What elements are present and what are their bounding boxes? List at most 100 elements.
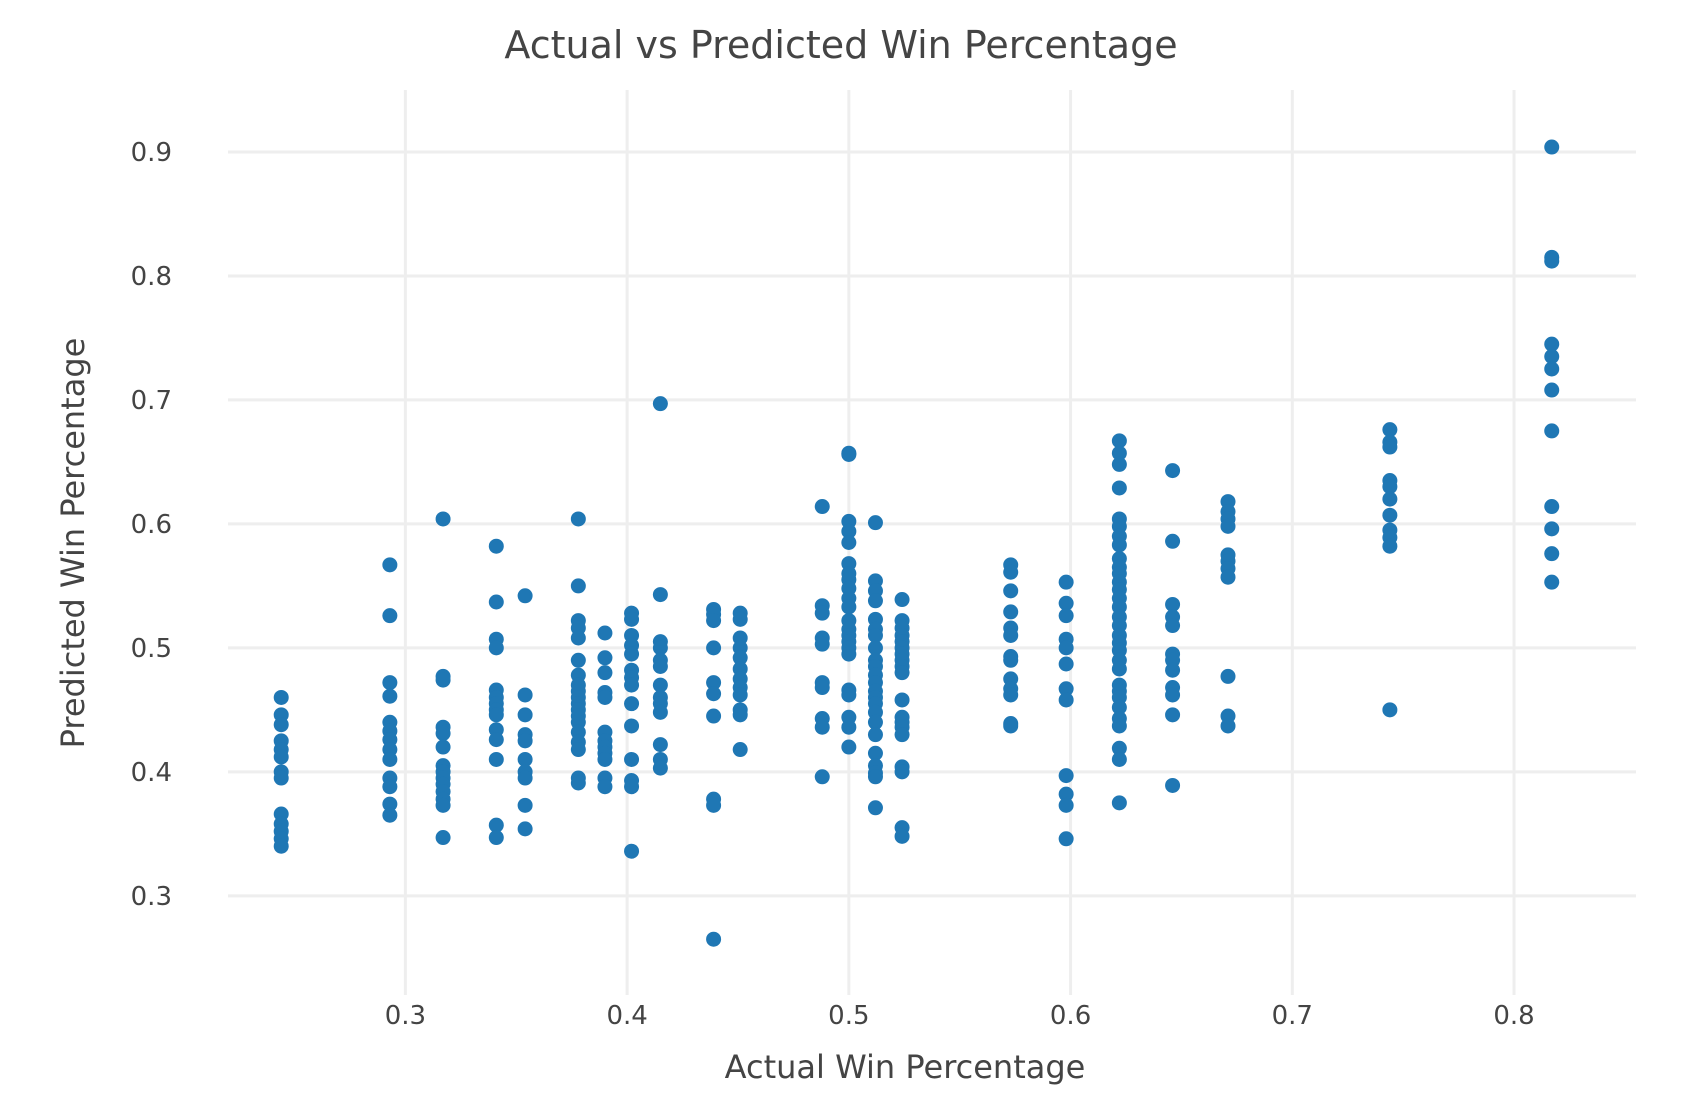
data-points	[273, 139, 1560, 947]
data-point	[1058, 595, 1074, 611]
data-point	[1165, 463, 1181, 479]
data-point	[517, 733, 533, 749]
data-point	[1111, 795, 1127, 811]
data-point	[706, 613, 722, 629]
y-tick-label: 0.4	[131, 758, 172, 788]
data-point	[597, 751, 613, 767]
data-point	[624, 696, 640, 712]
data-point	[1165, 596, 1181, 612]
data-point	[1058, 656, 1074, 672]
data-point	[652, 737, 668, 753]
data-point	[382, 675, 398, 691]
data-point	[867, 727, 883, 743]
x-tick-label: 0.7	[1272, 1001, 1313, 1031]
data-point	[488, 707, 504, 723]
data-point	[1382, 479, 1398, 495]
data-point	[732, 742, 748, 758]
data-point	[867, 640, 883, 656]
data-point	[570, 630, 586, 646]
data-point	[732, 611, 748, 627]
data-point	[894, 764, 910, 780]
data-point	[867, 769, 883, 785]
data-point	[814, 719, 830, 735]
data-point	[1220, 718, 1236, 734]
data-point	[841, 739, 857, 755]
data-point	[435, 797, 451, 813]
data-point	[597, 625, 613, 641]
data-point	[706, 797, 722, 813]
data-point	[570, 511, 586, 527]
data-point	[1111, 445, 1127, 461]
data-point	[1003, 604, 1019, 620]
data-point	[517, 770, 533, 786]
data-point	[867, 714, 883, 730]
data-point	[1111, 699, 1127, 715]
data-point	[1003, 687, 1019, 703]
data-point	[1165, 777, 1181, 793]
data-point	[1058, 768, 1074, 784]
data-point	[597, 689, 613, 705]
data-point	[1544, 423, 1560, 439]
x-tick-label: 0.5	[828, 1001, 869, 1031]
data-point	[382, 751, 398, 767]
data-point	[706, 675, 722, 691]
data-point	[273, 749, 289, 765]
data-point	[1382, 507, 1398, 523]
data-point	[570, 742, 586, 758]
data-point	[1544, 499, 1560, 515]
data-point	[435, 672, 451, 688]
data-point	[1003, 627, 1019, 643]
data-point	[1003, 564, 1019, 580]
data-point	[652, 587, 668, 603]
y-tick-label: 0.5	[131, 634, 172, 664]
data-point	[841, 599, 857, 615]
data-point	[894, 592, 910, 608]
y-tick-label: 0.6	[131, 510, 172, 540]
data-point	[1220, 518, 1236, 534]
data-point	[1382, 422, 1398, 438]
data-point	[517, 797, 533, 813]
data-point	[1544, 253, 1560, 269]
data-point	[382, 779, 398, 795]
data-point	[570, 578, 586, 594]
data-point	[841, 446, 857, 462]
data-point	[732, 650, 748, 666]
data-point	[1165, 707, 1181, 723]
data-point	[488, 751, 504, 767]
data-point	[597, 650, 613, 666]
data-point	[517, 687, 533, 703]
data-point	[841, 687, 857, 703]
data-point	[624, 779, 640, 795]
data-point	[652, 760, 668, 776]
data-point	[1544, 521, 1560, 537]
data-point	[1058, 786, 1074, 802]
data-point	[1544, 336, 1560, 352]
x-tick-label: 0.6	[1050, 1001, 1091, 1031]
x-axis-title: Actual Win Percentage	[725, 1048, 1086, 1086]
data-point	[1058, 692, 1074, 708]
data-point	[652, 704, 668, 720]
data-point	[1111, 433, 1127, 449]
data-point	[624, 718, 640, 734]
data-point	[732, 707, 748, 723]
data-point	[488, 594, 504, 610]
data-point	[867, 627, 883, 643]
data-point	[435, 739, 451, 755]
data-point	[706, 686, 722, 702]
data-point	[1111, 456, 1127, 472]
data-point	[814, 769, 830, 785]
data-point	[488, 732, 504, 748]
data-point	[814, 680, 830, 696]
x-tick-label: 0.8	[1493, 1001, 1534, 1031]
data-point	[435, 830, 451, 846]
data-point	[1382, 439, 1398, 455]
data-point	[1165, 662, 1181, 678]
x-tick-label: 0.4	[606, 1001, 647, 1031]
data-point	[597, 779, 613, 795]
data-point	[273, 689, 289, 705]
data-point	[706, 640, 722, 656]
data-point	[867, 745, 883, 761]
data-point	[1544, 382, 1560, 398]
data-point	[841, 646, 857, 662]
